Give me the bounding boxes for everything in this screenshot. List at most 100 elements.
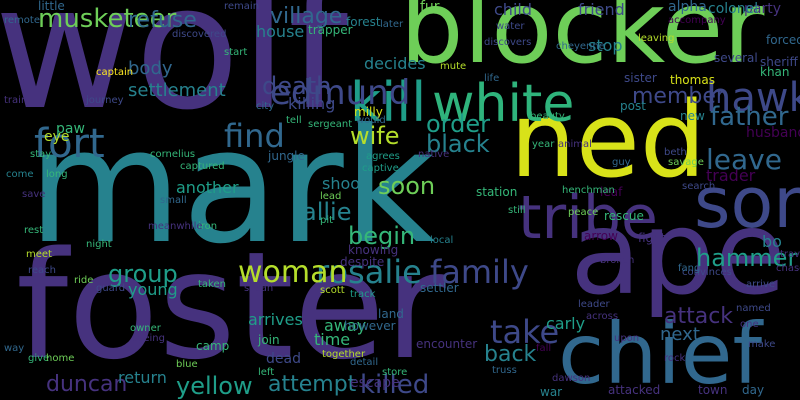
word-discovered: attacked (608, 383, 661, 397)
word-reach: store (382, 367, 408, 378)
word-mute: one (740, 319, 759, 330)
word-small: henchman (562, 185, 615, 196)
word-blue: rescue (604, 209, 644, 223)
word-travel: way (4, 343, 25, 354)
word-next: wife (350, 122, 400, 150)
word-milly: time (314, 330, 351, 349)
word-fang: stay (30, 149, 52, 160)
word-decides: child (494, 0, 532, 19)
word-track: khan (760, 65, 790, 79)
word-leave: find (224, 117, 285, 155)
word-accompany: convinces (682, 267, 732, 278)
word-ape: ape (570, 186, 787, 321)
word-set: peace (568, 207, 599, 218)
word-stop: house (256, 22, 305, 41)
word-forest: join (258, 333, 280, 347)
word-leaving: arrive (746, 279, 776, 290)
word-group: father (710, 102, 789, 132)
word-train: native (418, 149, 450, 160)
word-thomas: land (378, 307, 404, 321)
word-wounded: pit (320, 215, 334, 226)
word-taken: little (38, 0, 65, 13)
word-captured: station (476, 185, 518, 199)
word-together: susan (244, 283, 274, 294)
word-dawson: captive (362, 163, 399, 174)
word-dead: away (324, 316, 367, 335)
word-paw: killing (288, 94, 336, 113)
word-make: meet (26, 249, 52, 260)
word-life: rock (664, 353, 686, 364)
word-post: escape (350, 375, 400, 391)
word-tell: sheriff (760, 55, 798, 69)
word-sergeant: still (508, 205, 526, 216)
word-later: named (736, 303, 771, 314)
word-scott: trapper (308, 23, 353, 37)
word-native: new (680, 109, 705, 123)
word-owner: remain (224, 1, 260, 12)
word-several: knowing (348, 243, 399, 257)
word-convinces: come (6, 169, 34, 180)
word-stay: captured (180, 161, 225, 172)
word-still: across (586, 311, 619, 322)
word-store: fight (638, 231, 666, 245)
word-house: friend (578, 0, 625, 19)
word-ride: water (496, 21, 525, 32)
word-watch: sergeant (308, 119, 353, 130)
word-woman: leave (706, 143, 782, 176)
word-truss: lead (320, 191, 342, 202)
word-named: rest (24, 225, 44, 236)
word-child: attack (664, 304, 734, 329)
word-sheriff: jungle (268, 149, 305, 163)
word-informs: night (86, 239, 112, 250)
word-day: stop (588, 36, 623, 55)
word-fur: decides (364, 54, 426, 73)
word-camp: eye (44, 129, 70, 145)
word-musketeer: killed (360, 370, 430, 400)
word-body: back (484, 342, 537, 367)
word-susan: forest (346, 15, 381, 29)
word-alpha: arrives (248, 310, 303, 329)
word-duncan: yellow (176, 372, 253, 400)
word-manages: guard (96, 283, 126, 294)
word-another: next (660, 324, 700, 345)
word-foster: foster (16, 220, 446, 392)
word-station: milly (354, 105, 383, 119)
word-captive: sister (624, 71, 657, 85)
word-soon: begin (348, 222, 416, 250)
word-across: taken (198, 279, 226, 290)
word-henchman: left (258, 367, 275, 378)
word-savage: truss (492, 365, 517, 376)
word-wife: village (270, 4, 343, 29)
word-allie: death (262, 72, 332, 100)
word-water: town (698, 383, 728, 397)
word-left: track (350, 289, 376, 300)
word-begin: member (632, 84, 725, 109)
word-family: rosalie (316, 253, 422, 291)
word-killed: take (490, 313, 560, 351)
word-guy: home (46, 353, 75, 364)
word-iron: leaf (600, 185, 623, 199)
word-pit: savage (668, 157, 704, 168)
word-hawk: hawk (706, 75, 800, 121)
word-injury: remote (4, 15, 40, 26)
word-arrow: alpha (668, 0, 707, 15)
word-edmund: family (430, 253, 529, 291)
word-remote: broken (600, 255, 635, 266)
word-guard: chase (776, 263, 800, 274)
word-attack: order (426, 110, 490, 138)
word-find: edmund (270, 73, 411, 113)
word-new: dead (266, 351, 301, 367)
word-beauty: upon (614, 333, 640, 344)
word-time: settlement (128, 80, 226, 101)
word-rock: ride (74, 275, 94, 286)
word-meet: discovers (484, 37, 532, 48)
word-refuse: duncan (46, 372, 128, 397)
word-animal: together (322, 349, 366, 360)
word-come: cornelius (150, 149, 196, 160)
word-city: forced (766, 33, 800, 47)
word-daughter: later (380, 19, 404, 30)
word-detail: scott (320, 285, 345, 296)
word-forced: settler (420, 281, 459, 295)
word-man: meanwhile (148, 221, 203, 232)
word-shoot: young (128, 280, 178, 299)
